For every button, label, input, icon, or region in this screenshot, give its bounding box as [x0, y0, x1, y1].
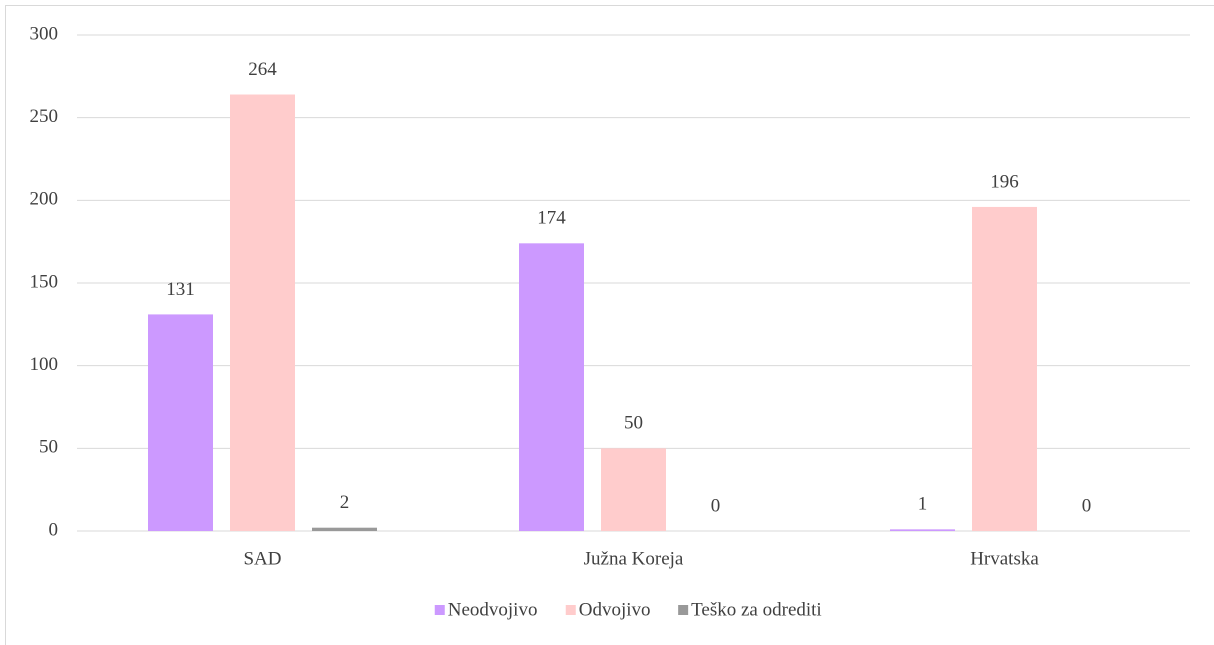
data-label: 131: [166, 279, 195, 300]
data-label: 0: [1082, 495, 1092, 516]
y-tick-label: 50: [39, 437, 58, 458]
legend-swatch: [678, 605, 689, 615]
y-tick-label: 200: [30, 189, 59, 210]
bar: [890, 529, 955, 531]
x-tick-label: Južna Koreja: [584, 548, 684, 569]
y-tick-label: 100: [30, 354, 59, 375]
legend-label: Neodvojivo: [448, 599, 538, 620]
y-tick-label: 150: [30, 271, 59, 292]
data-label: 1: [918, 494, 928, 515]
legend-label: Teško za odrediti: [691, 599, 822, 620]
y-tick-label: 300: [30, 23, 59, 44]
chart-frame: [5, 5, 1214, 645]
data-label: 196: [990, 171, 1019, 192]
bar: [312, 527, 377, 531]
legend-label: Odvojivo: [579, 599, 651, 620]
bar: [230, 94, 295, 532]
x-tick-label: SAD: [243, 548, 281, 569]
bar: [972, 206, 1037, 532]
bar: [519, 243, 584, 531]
y-tick-label: 250: [30, 106, 59, 127]
bar: [148, 314, 213, 531]
data-label: 264: [248, 59, 277, 80]
bar: [601, 448, 666, 531]
y-tick-label: 0: [49, 519, 59, 540]
legend-swatch: [434, 605, 445, 615]
x-tick-label: Hrvatska: [970, 548, 1039, 569]
data-label: 0: [711, 495, 721, 516]
data-label: 174: [537, 208, 566, 229]
data-label: 2: [340, 492, 350, 513]
data-label: 50: [624, 413, 643, 434]
legend-swatch: [565, 605, 576, 615]
